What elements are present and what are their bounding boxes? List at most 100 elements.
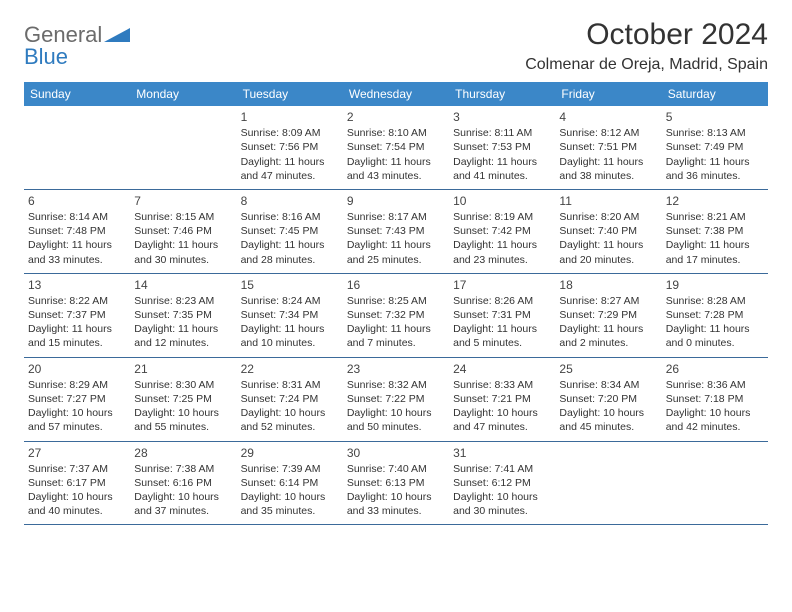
logo-triangle-icon [104, 24, 130, 46]
day-cell: 22Sunrise: 8:31 AMSunset: 7:24 PMDayligh… [237, 358, 343, 441]
day-cell: 17Sunrise: 8:26 AMSunset: 7:31 PMDayligh… [449, 274, 555, 357]
day-number: 24 [453, 361, 551, 377]
daylight2-text: and 33 minutes. [347, 504, 445, 518]
sunset-text: Sunset: 7:48 PM [28, 224, 126, 238]
day-cell: 19Sunrise: 8:28 AMSunset: 7:28 PMDayligh… [662, 274, 768, 357]
daylight2-text: and 20 minutes. [559, 253, 657, 267]
calendar: SundayMondayTuesdayWednesdayThursdayFrid… [24, 82, 768, 525]
month-title: October 2024 [525, 18, 768, 52]
day-number: 2 [347, 109, 445, 125]
sunrise-text: Sunrise: 8:21 AM [666, 210, 764, 224]
day-number: 13 [28, 277, 126, 293]
sunrise-text: Sunrise: 8:31 AM [241, 378, 339, 392]
sunset-text: Sunset: 7:29 PM [559, 308, 657, 322]
sunset-text: Sunset: 7:18 PM [666, 392, 764, 406]
daylight1-text: Daylight: 10 hours [453, 490, 551, 504]
day-number: 29 [241, 445, 339, 461]
daylight1-text: Daylight: 11 hours [134, 238, 232, 252]
sunset-text: Sunset: 7:51 PM [559, 140, 657, 154]
day-cell: 6Sunrise: 8:14 AMSunset: 7:48 PMDaylight… [24, 190, 130, 273]
day-number: 1 [241, 109, 339, 125]
daylight1-text: Daylight: 10 hours [347, 406, 445, 420]
week-row: 20Sunrise: 8:29 AMSunset: 7:27 PMDayligh… [24, 358, 768, 442]
day-number: 3 [453, 109, 551, 125]
day-cell: 23Sunrise: 8:32 AMSunset: 7:22 PMDayligh… [343, 358, 449, 441]
daylight1-text: Daylight: 11 hours [666, 238, 764, 252]
daylight2-text: and 28 minutes. [241, 253, 339, 267]
sunrise-text: Sunrise: 8:28 AM [666, 294, 764, 308]
sunrise-text: Sunrise: 8:09 AM [241, 126, 339, 140]
daylight1-text: Daylight: 11 hours [241, 322, 339, 336]
day-number: 9 [347, 193, 445, 209]
day-cell: 8Sunrise: 8:16 AMSunset: 7:45 PMDaylight… [237, 190, 343, 273]
sunset-text: Sunset: 7:25 PM [134, 392, 232, 406]
logo: GeneralBlue [24, 24, 130, 68]
daylight2-text: and 47 minutes. [241, 169, 339, 183]
daylight2-text: and 25 minutes. [347, 253, 445, 267]
daylight1-text: Daylight: 11 hours [28, 238, 126, 252]
daylight1-text: Daylight: 10 hours [28, 490, 126, 504]
sunrise-text: Sunrise: 7:39 AM [241, 462, 339, 476]
day-cell [24, 106, 130, 189]
sunrise-text: Sunrise: 8:34 AM [559, 378, 657, 392]
daylight2-text: and 52 minutes. [241, 420, 339, 434]
sunrise-text: Sunrise: 8:25 AM [347, 294, 445, 308]
day-number: 12 [666, 193, 764, 209]
sunset-text: Sunset: 7:22 PM [347, 392, 445, 406]
day-number: 4 [559, 109, 657, 125]
sunrise-text: Sunrise: 8:10 AM [347, 126, 445, 140]
sunrise-text: Sunrise: 7:40 AM [347, 462, 445, 476]
weekday-header: Wednesday [343, 82, 449, 106]
day-number: 25 [559, 361, 657, 377]
day-cell: 18Sunrise: 8:27 AMSunset: 7:29 PMDayligh… [555, 274, 661, 357]
sunset-text: Sunset: 7:56 PM [241, 140, 339, 154]
sunset-text: Sunset: 6:14 PM [241, 476, 339, 490]
day-number: 7 [134, 193, 232, 209]
day-number: 6 [28, 193, 126, 209]
day-cell: 3Sunrise: 8:11 AMSunset: 7:53 PMDaylight… [449, 106, 555, 189]
daylight1-text: Daylight: 10 hours [241, 490, 339, 504]
weekday-header: Friday [555, 82, 661, 106]
sunset-text: Sunset: 7:31 PM [453, 308, 551, 322]
daylight1-text: Daylight: 11 hours [453, 238, 551, 252]
day-cell: 9Sunrise: 8:17 AMSunset: 7:43 PMDaylight… [343, 190, 449, 273]
sunset-text: Sunset: 7:54 PM [347, 140, 445, 154]
sunrise-text: Sunrise: 7:38 AM [134, 462, 232, 476]
daylight1-text: Daylight: 11 hours [666, 155, 764, 169]
weekday-header: Tuesday [237, 82, 343, 106]
day-cell: 16Sunrise: 8:25 AMSunset: 7:32 PMDayligh… [343, 274, 449, 357]
daylight1-text: Daylight: 11 hours [453, 322, 551, 336]
daylight2-text: and 45 minutes. [559, 420, 657, 434]
daylight2-text: and 15 minutes. [28, 336, 126, 350]
sunset-text: Sunset: 7:28 PM [666, 308, 764, 322]
sunset-text: Sunset: 7:43 PM [347, 224, 445, 238]
daylight1-text: Daylight: 10 hours [134, 406, 232, 420]
logo-text: GeneralBlue [24, 24, 130, 68]
weekday-header: Monday [130, 82, 236, 106]
day-cell: 25Sunrise: 8:34 AMSunset: 7:20 PMDayligh… [555, 358, 661, 441]
day-cell: 11Sunrise: 8:20 AMSunset: 7:40 PMDayligh… [555, 190, 661, 273]
sunrise-text: Sunrise: 8:24 AM [241, 294, 339, 308]
sunset-text: Sunset: 7:34 PM [241, 308, 339, 322]
sunrise-text: Sunrise: 8:32 AM [347, 378, 445, 392]
daylight1-text: Daylight: 11 hours [241, 238, 339, 252]
daylight1-text: Daylight: 11 hours [28, 322, 126, 336]
day-number: 14 [134, 277, 232, 293]
day-cell: 13Sunrise: 8:22 AMSunset: 7:37 PMDayligh… [24, 274, 130, 357]
header: GeneralBlue October 2024 Colmenar de Ore… [24, 18, 768, 74]
day-cell [662, 442, 768, 525]
daylight2-text: and 33 minutes. [28, 253, 126, 267]
daylight2-text: and 42 minutes. [666, 420, 764, 434]
daylight2-text: and 35 minutes. [241, 504, 339, 518]
daylight2-text: and 12 minutes. [134, 336, 232, 350]
sunset-text: Sunset: 7:27 PM [28, 392, 126, 406]
day-cell: 29Sunrise: 7:39 AMSunset: 6:14 PMDayligh… [237, 442, 343, 525]
daylight1-text: Daylight: 10 hours [134, 490, 232, 504]
sunrise-text: Sunrise: 8:36 AM [666, 378, 764, 392]
daylight2-text: and 5 minutes. [453, 336, 551, 350]
daylight1-text: Daylight: 10 hours [666, 406, 764, 420]
sunset-text: Sunset: 7:32 PM [347, 308, 445, 322]
daylight2-text: and 37 minutes. [134, 504, 232, 518]
sunrise-text: Sunrise: 8:26 AM [453, 294, 551, 308]
location-text: Colmenar de Oreja, Madrid, Spain [525, 56, 768, 74]
